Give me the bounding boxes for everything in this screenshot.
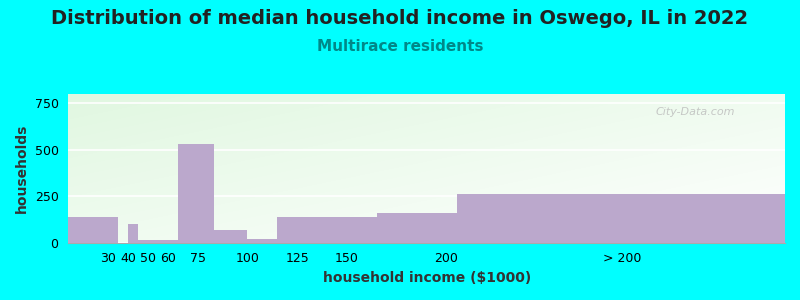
Bar bbox=[247, 239, 278, 243]
Bar bbox=[68, 217, 118, 243]
Text: Multirace residents: Multirace residents bbox=[317, 39, 483, 54]
Bar bbox=[178, 144, 214, 243]
Bar bbox=[214, 230, 247, 243]
Y-axis label: households: households bbox=[15, 124, 29, 213]
Text: Distribution of median household income in Oswego, IL in 2022: Distribution of median household income … bbox=[51, 9, 749, 28]
Bar bbox=[457, 194, 785, 243]
Bar bbox=[377, 213, 457, 243]
Text: City-Data.com: City-Data.com bbox=[656, 107, 735, 117]
Bar bbox=[278, 217, 377, 243]
Bar bbox=[128, 224, 138, 243]
X-axis label: household income ($1000): household income ($1000) bbox=[322, 271, 530, 285]
Bar bbox=[138, 240, 158, 243]
Bar bbox=[158, 240, 178, 243]
